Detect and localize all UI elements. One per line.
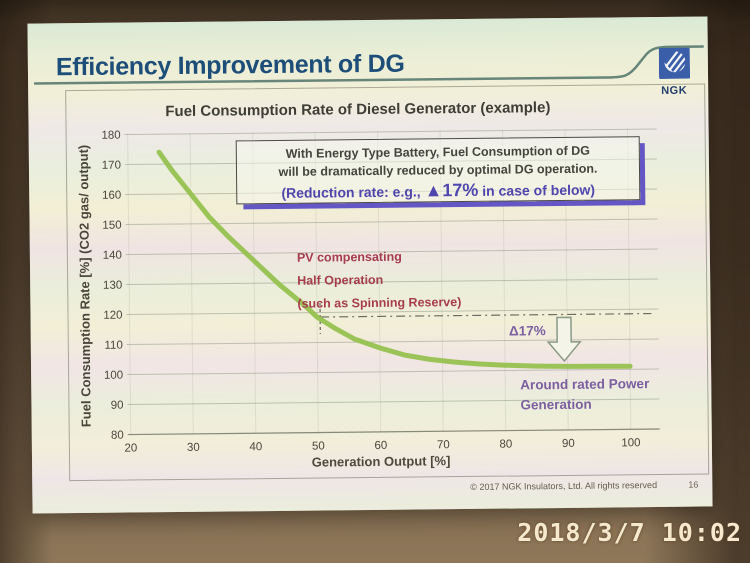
rated-power-line-1: Around rated Power [520,376,650,393]
callout-reduction-suffix: in case of below) [478,181,596,199]
rated-power-annotation: Around rated Power Generation [520,374,649,415]
callout-reduction-value: ▲17% [424,179,479,201]
svg-text:120: 120 [103,310,122,322]
svg-text:90: 90 [111,400,124,412]
battery-benefit-callout: With Energy Type Battery, Fuel Consumpti… [235,136,641,205]
ngk-logo-icon [658,47,690,79]
svg-text:100: 100 [621,437,640,449]
rated-power-line-2: Generation [520,396,592,413]
half-operation-annotation: PV compensating Half Operation (such as … [297,245,462,316]
svg-text:150: 150 [102,220,121,232]
svg-text:90: 90 [562,438,575,450]
ngk-logo: NGK [655,47,694,97]
presentation-slide: Efficiency Improvement of DG NGK [27,16,713,514]
title-underline-swoosh [34,45,704,85]
svg-text:80: 80 [111,430,124,442]
svg-text:100: 100 [104,370,123,382]
svg-text:70: 70 [437,439,450,451]
page-number: 16 [688,479,699,490]
copyright-notice: © 2017 NGK Insulators, Ltd. All rights r… [470,480,658,492]
svg-text:30: 30 [187,442,200,454]
svg-text:60: 60 [374,440,387,452]
svg-text:40: 40 [249,441,262,453]
callout-line-3: (Reduction rate: e.g., ▲17% in case of b… [237,177,639,204]
half-operation-line-3: (such as Spinning Reserve) [297,295,462,311]
svg-text:80: 80 [499,439,512,451]
camera-timestamp: 2018/3/7 10:02 [517,518,742,547]
svg-text:140: 140 [103,250,122,262]
svg-text:50: 50 [312,440,325,452]
svg-text:110: 110 [104,340,122,352]
half-operation-line-2: Half Operation [297,272,384,288]
svg-text:20: 20 [124,442,137,454]
slide-title: Efficiency Improvement of DG [55,49,405,82]
delta-17-percent-label: Δ17% [508,323,546,339]
svg-text:180: 180 [101,130,120,142]
callout-reduction-prefix: (Reduction rate: e.g., [281,183,425,201]
half-operation-line-1: PV compensating [296,249,402,265]
svg-text:160: 160 [102,190,121,202]
svg-text:170: 170 [102,160,121,172]
svg-text:130: 130 [103,280,122,292]
